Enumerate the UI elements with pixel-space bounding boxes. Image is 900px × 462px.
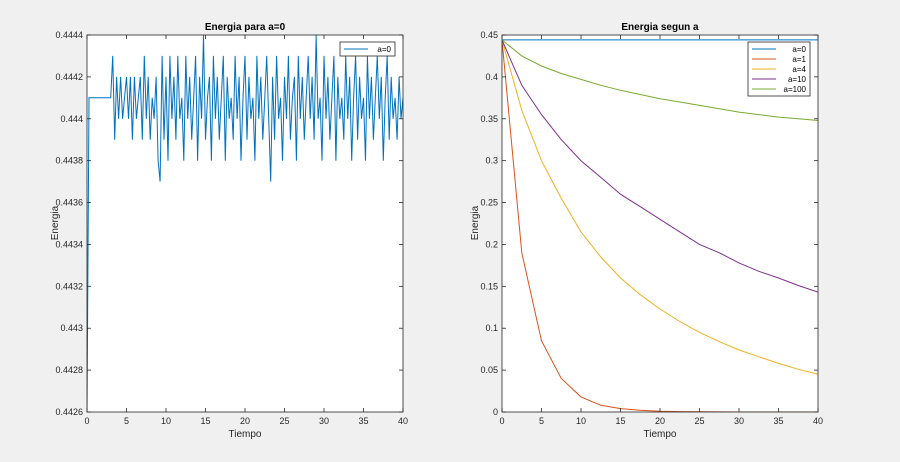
x-axis-label: Tiempo — [644, 429, 677, 440]
x-tick-label: 25 — [279, 416, 289, 426]
x-axis-label: Tiempo — [229, 429, 262, 440]
x-tick-label: 10 — [576, 416, 586, 426]
y-tick-label: 0.4432 — [55, 281, 83, 291]
y-tick-label: 0.25 — [480, 198, 498, 208]
axes-energia-segun-a: Energia segun a Tiempo Energia 0 5 10 15 20 2… — [470, 22, 823, 440]
x-tick-label: 5 — [124, 416, 129, 426]
y-tick-label: 0.05 — [480, 365, 498, 375]
y-axis-label: Energia — [50, 205, 61, 240]
x-tick-label: 40 — [398, 416, 408, 426]
y-tick-label: 0.4434 — [55, 239, 83, 249]
plot-area — [502, 35, 818, 412]
legend-label: a=0 — [377, 45, 391, 54]
y-tick-label: 0.15 — [480, 281, 498, 291]
series-line-a0 — [87, 35, 403, 412]
chart-title: Energia segun a — [621, 22, 699, 33]
series-line-a4 — [502, 39, 818, 375]
x-tick-label: 15 — [615, 416, 625, 426]
x-tick-label: 25 — [694, 416, 704, 426]
y-tick-label: 0.45 — [480, 30, 498, 40]
legend-label: a=100 — [784, 85, 807, 94]
y-tick-label: 0.4436 — [55, 198, 83, 208]
series-line-a10 — [502, 39, 818, 293]
y-tick-label: 0.4444 — [55, 30, 83, 40]
y-tick-label: 0.1 — [485, 323, 498, 333]
legend: a=0 — [339, 41, 396, 57]
x-tick-label: 20 — [655, 416, 665, 426]
chart-title: Energia para a=0 — [205, 22, 286, 33]
y-axis-label: Energia — [470, 205, 481, 240]
y-tick-label: 0 — [493, 407, 498, 417]
x-tick-label: 30 — [319, 416, 329, 426]
legend-label: a=4 — [792, 65, 806, 74]
y-tick-label: 0.443 — [60, 323, 83, 333]
x-tick-label: 0 — [499, 416, 504, 426]
x-tick-label: 10 — [161, 416, 171, 426]
x-tick-label: 35 — [358, 416, 368, 426]
y-tick-label: 0.35 — [480, 114, 498, 124]
y-tick-label: 0.4 — [485, 72, 498, 82]
x-tick-label: 0 — [84, 416, 89, 426]
x-tick-label: 20 — [240, 416, 250, 426]
legend-label: a=0 — [792, 45, 806, 54]
series-line-a100 — [502, 39, 818, 121]
y-tick-label: 0.4438 — [55, 156, 83, 166]
x-tick-label: 35 — [773, 416, 783, 426]
x-tick-label: 30 — [734, 416, 744, 426]
y-tick-label: 0.4442 — [55, 72, 83, 82]
axes-energia-para-a0: Energia para a=0 Tiempo Energia 0 5 10 15 20… — [50, 22, 408, 440]
legend-label: a=10 — [788, 75, 807, 84]
x-tick-label: 15 — [200, 416, 210, 426]
y-tick-label: 0.4428 — [55, 365, 83, 375]
y-tick-label: 0.4426 — [55, 407, 83, 417]
y-tick-label: 0.2 — [485, 239, 498, 249]
y-tick-label: 0.444 — [60, 114, 83, 124]
x-tick-label: 5 — [539, 416, 544, 426]
x-tick-label: 40 — [813, 416, 823, 426]
legend: a=0a=1a=4a=10a=100 — [747, 41, 811, 97]
y-tick-label: 0.3 — [485, 156, 498, 166]
legend-label: a=1 — [792, 55, 806, 64]
